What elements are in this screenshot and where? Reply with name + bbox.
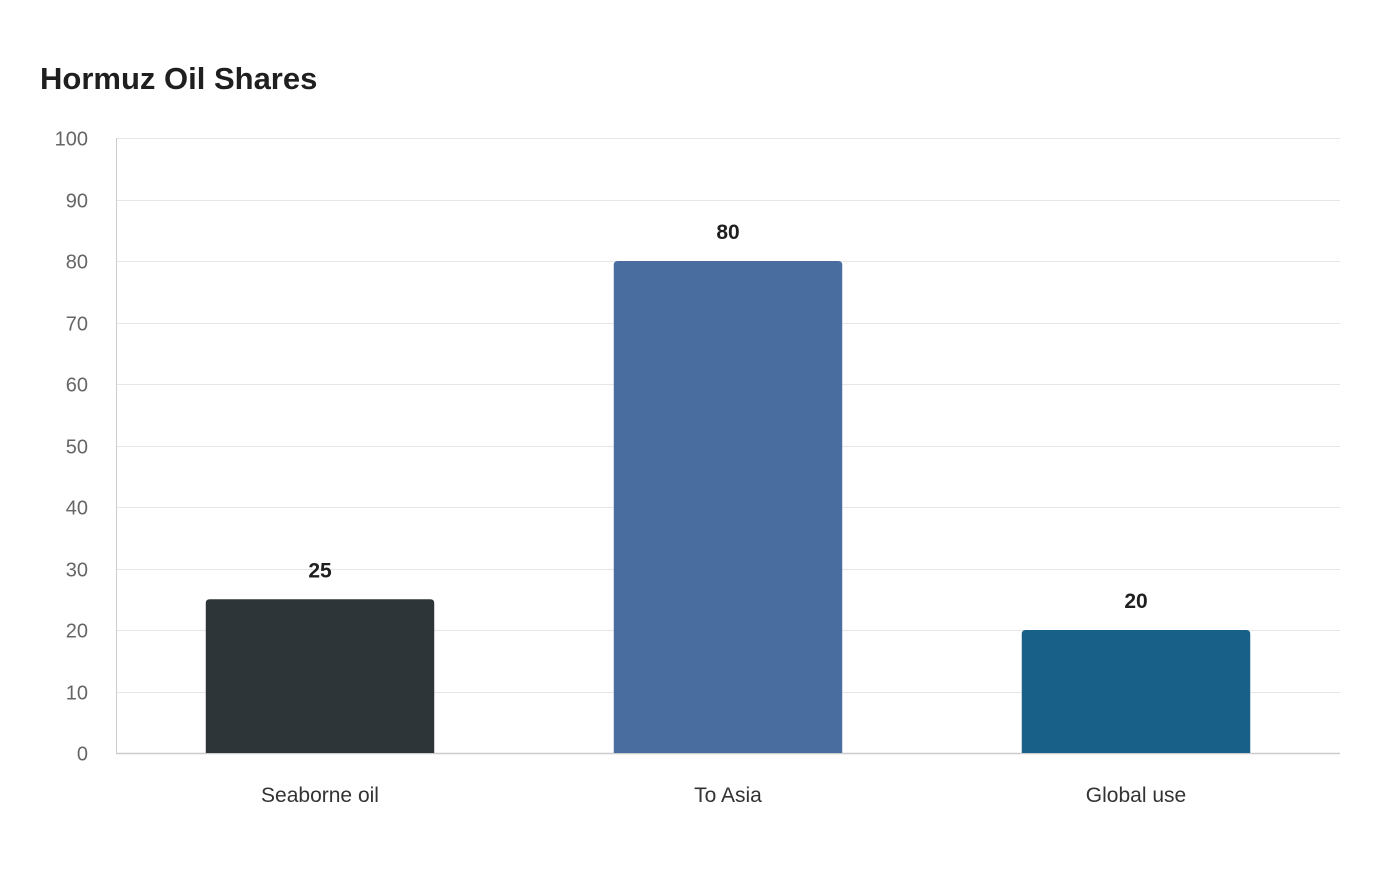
y-tick-label: 90	[66, 191, 88, 213]
bar-value-label: 25	[308, 559, 332, 582]
y-tick-label: 80	[66, 252, 88, 274]
bars	[205, 261, 1251, 753]
y-tick-label: 50	[66, 437, 88, 459]
chart-title: Hormuz Oil Shares	[40, 61, 318, 96]
y-tick-label: 0	[77, 744, 88, 766]
x-tick-label: Global use	[1086, 784, 1186, 807]
bar-value-label: 20	[1124, 590, 1147, 613]
x-tick-label: To Asia	[694, 784, 762, 807]
labels: 0 10 20 30 40 50 60 70 80 90 100 25 Seaborne oil 80 To…	[55, 129, 1187, 808]
y-tick-label: 70	[66, 314, 88, 336]
y-tick-label: 40	[66, 498, 88, 520]
y-tick-label: 100	[55, 129, 88, 151]
y-tick-label: 30	[66, 560, 88, 582]
bar	[1021, 630, 1251, 753]
x-tick-label: Seaborne oil	[261, 784, 379, 807]
bar-value-label: 80	[716, 221, 739, 244]
bar	[205, 599, 435, 753]
y-tick-label: 60	[66, 375, 88, 397]
y-tick-label: 20	[66, 621, 88, 643]
bar	[613, 261, 843, 753]
axes	[116, 138, 1340, 755]
y-tick-label: 10	[66, 683, 88, 705]
